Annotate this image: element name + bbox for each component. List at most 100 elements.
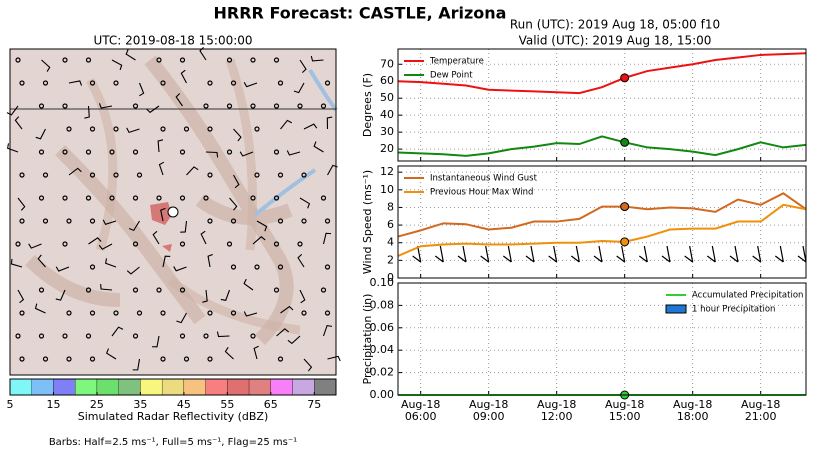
calm-marker <box>273 57 280 63</box>
calm-marker <box>160 80 166 86</box>
calm-marker <box>301 310 307 316</box>
calm-marker <box>89 310 96 316</box>
calm-marker <box>136 172 143 178</box>
calm-marker <box>277 80 284 86</box>
calm-marker <box>250 195 256 201</box>
x-tick-label: 15:00 <box>609 410 641 423</box>
colorbar-bin <box>140 378 163 396</box>
wind-barb <box>326 116 333 130</box>
wind-barb <box>256 220 268 232</box>
calm-marker <box>226 103 233 109</box>
wind-barb <box>243 82 258 88</box>
calm-marker <box>89 264 96 270</box>
legend-label: Dew Point <box>430 71 473 81</box>
calm-marker <box>160 126 166 132</box>
wind-barb <box>68 167 82 176</box>
calm-marker <box>207 80 213 86</box>
calm-marker <box>226 149 233 155</box>
calm-marker <box>132 195 139 201</box>
y-axis-label: Wind Speed (ms⁻¹) <box>361 170 374 274</box>
colorbar-bin <box>314 378 337 396</box>
calm-marker <box>273 195 280 201</box>
wind-barb <box>102 219 117 225</box>
wind-barb <box>303 358 313 372</box>
calm-marker <box>109 195 115 201</box>
calm-marker <box>254 126 260 132</box>
wind-barb <box>105 258 117 268</box>
wind-barb <box>55 266 70 272</box>
y-tick-label: 0.02 <box>370 366 395 379</box>
calm-marker <box>203 195 209 201</box>
calm-marker <box>132 287 139 293</box>
wind-barb <box>125 49 136 61</box>
calm-marker <box>320 287 327 293</box>
x-tick-label: Aug-18 <box>673 398 712 411</box>
y-tick-label: 10 <box>380 183 394 196</box>
calm-marker <box>132 149 139 155</box>
y-tick-label: 2 <box>387 253 394 266</box>
calm-marker <box>254 172 260 178</box>
y-axis-label: Precipitation (in) <box>361 294 374 385</box>
calm-marker <box>250 57 256 63</box>
colorbar-bin <box>270 378 293 396</box>
calm-marker <box>207 218 213 224</box>
calm-marker <box>230 310 237 316</box>
run-title: Run (UTC): 2019 Aug 18, 05:00 f10 <box>510 18 720 32</box>
calm-marker <box>297 241 303 247</box>
calm-marker <box>156 287 162 293</box>
calm-marker <box>85 149 92 155</box>
wind-barb <box>457 245 467 263</box>
wind-barb <box>10 258 23 268</box>
calm-marker <box>66 218 72 224</box>
river <box>253 68 338 217</box>
calm-marker <box>132 103 139 109</box>
wind-barb <box>7 143 19 153</box>
x-tick-label: Aug-18 <box>469 398 508 411</box>
wind-barb <box>84 105 90 119</box>
wind-barb <box>41 59 51 72</box>
calm-marker <box>324 310 331 316</box>
wind-barb <box>502 245 512 263</box>
valid-title: Valid (UTC): 2019 Aug 18, 15:00 <box>519 34 712 48</box>
calm-marker <box>19 172 25 178</box>
calm-marker <box>179 333 186 339</box>
wind-barb <box>233 174 240 189</box>
wind-barb <box>17 289 25 304</box>
wind-barb <box>126 266 140 275</box>
calm-marker <box>324 218 331 224</box>
site-marker <box>167 206 179 218</box>
wind-barb <box>207 253 213 268</box>
calm-marker <box>38 195 45 201</box>
wind-barb <box>638 245 648 263</box>
calm-marker <box>277 172 284 178</box>
wind-barb <box>111 326 124 337</box>
wind-barb <box>224 347 234 360</box>
calm-marker <box>250 103 256 109</box>
calm-marker <box>277 264 284 270</box>
wind-barb <box>173 266 187 272</box>
calm-marker <box>324 264 331 270</box>
wind-barb <box>239 151 254 157</box>
wind-barb <box>14 116 23 130</box>
wind-barb <box>158 161 165 176</box>
colorbar-bin <box>227 378 250 396</box>
page-title: HRRR Forecast: CASTLE, Arizona <box>214 4 507 23</box>
legend-label: 1 hour Precipitation <box>692 305 775 315</box>
y-tick-label: 0 <box>387 271 394 284</box>
wind-barb <box>661 245 671 263</box>
y-tick-label: 30 <box>380 125 394 138</box>
calm-marker <box>277 356 284 362</box>
calm-marker <box>179 57 186 63</box>
legend-label: Accumulated Precipitation <box>692 291 803 301</box>
calm-marker <box>85 195 92 201</box>
calm-marker <box>66 126 72 132</box>
panel-frame <box>397 48 807 162</box>
calm-marker <box>207 356 213 362</box>
valid-time-marker <box>620 202 630 212</box>
y-tick-label: 50 <box>380 91 394 104</box>
calm-marker <box>179 195 186 201</box>
wind-barb <box>313 141 324 153</box>
series-line <box>397 192 807 238</box>
colorbar-bin <box>96 378 119 396</box>
